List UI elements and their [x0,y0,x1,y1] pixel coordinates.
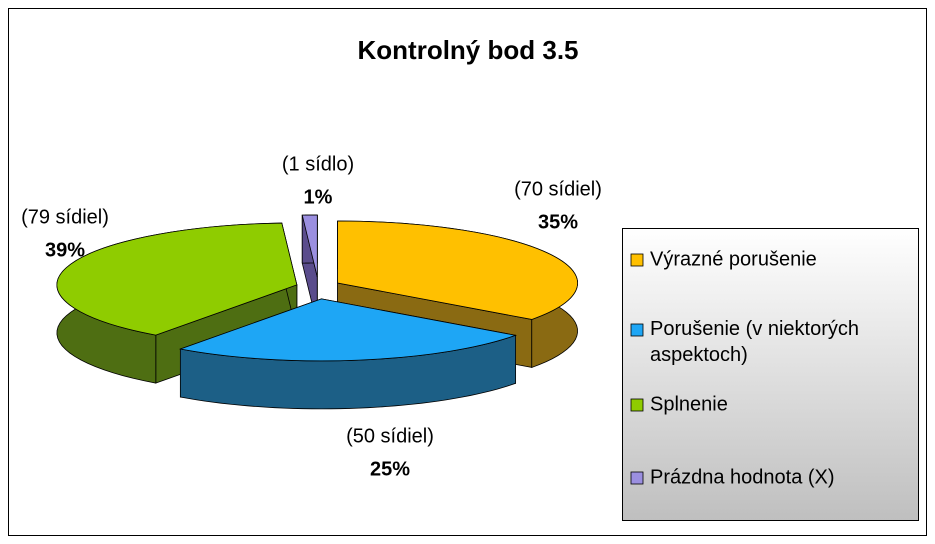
legend-swatch [630,253,644,267]
legend-swatch [630,323,644,337]
legend-label: Výrazné porušenie [650,248,817,270]
slice-group [178,298,518,410]
legend-line: Porušenie (v niektorých [650,318,859,340]
count-label: (1 sídlo) [282,153,354,175]
legend-label: Porušenie (v niektorých aspektoch) [650,318,859,366]
slice [178,298,518,362]
legend-swatch [630,398,644,412]
count-label: (50 sídiel) [346,425,434,447]
legend-label: Splnenie [650,393,728,415]
slice-group [301,214,318,326]
value-label: 39% [45,239,85,261]
legend-box [622,228,919,521]
slice [301,214,318,278]
legend-label: Prázdna hodnota (X) [650,466,835,488]
chart-title: Kontrolný bod 3.5 [358,35,579,65]
value-label: 25% [370,458,410,480]
slice [56,222,298,336]
count-label: (70 sídiel) [514,178,602,200]
legend-line: aspektoch) [650,344,748,366]
slice [337,220,578,320]
value-label: 1% [304,186,333,208]
value-label: 35% [538,211,578,233]
count-label: (79 sídiel) [21,206,109,228]
legend-swatch [630,471,644,485]
